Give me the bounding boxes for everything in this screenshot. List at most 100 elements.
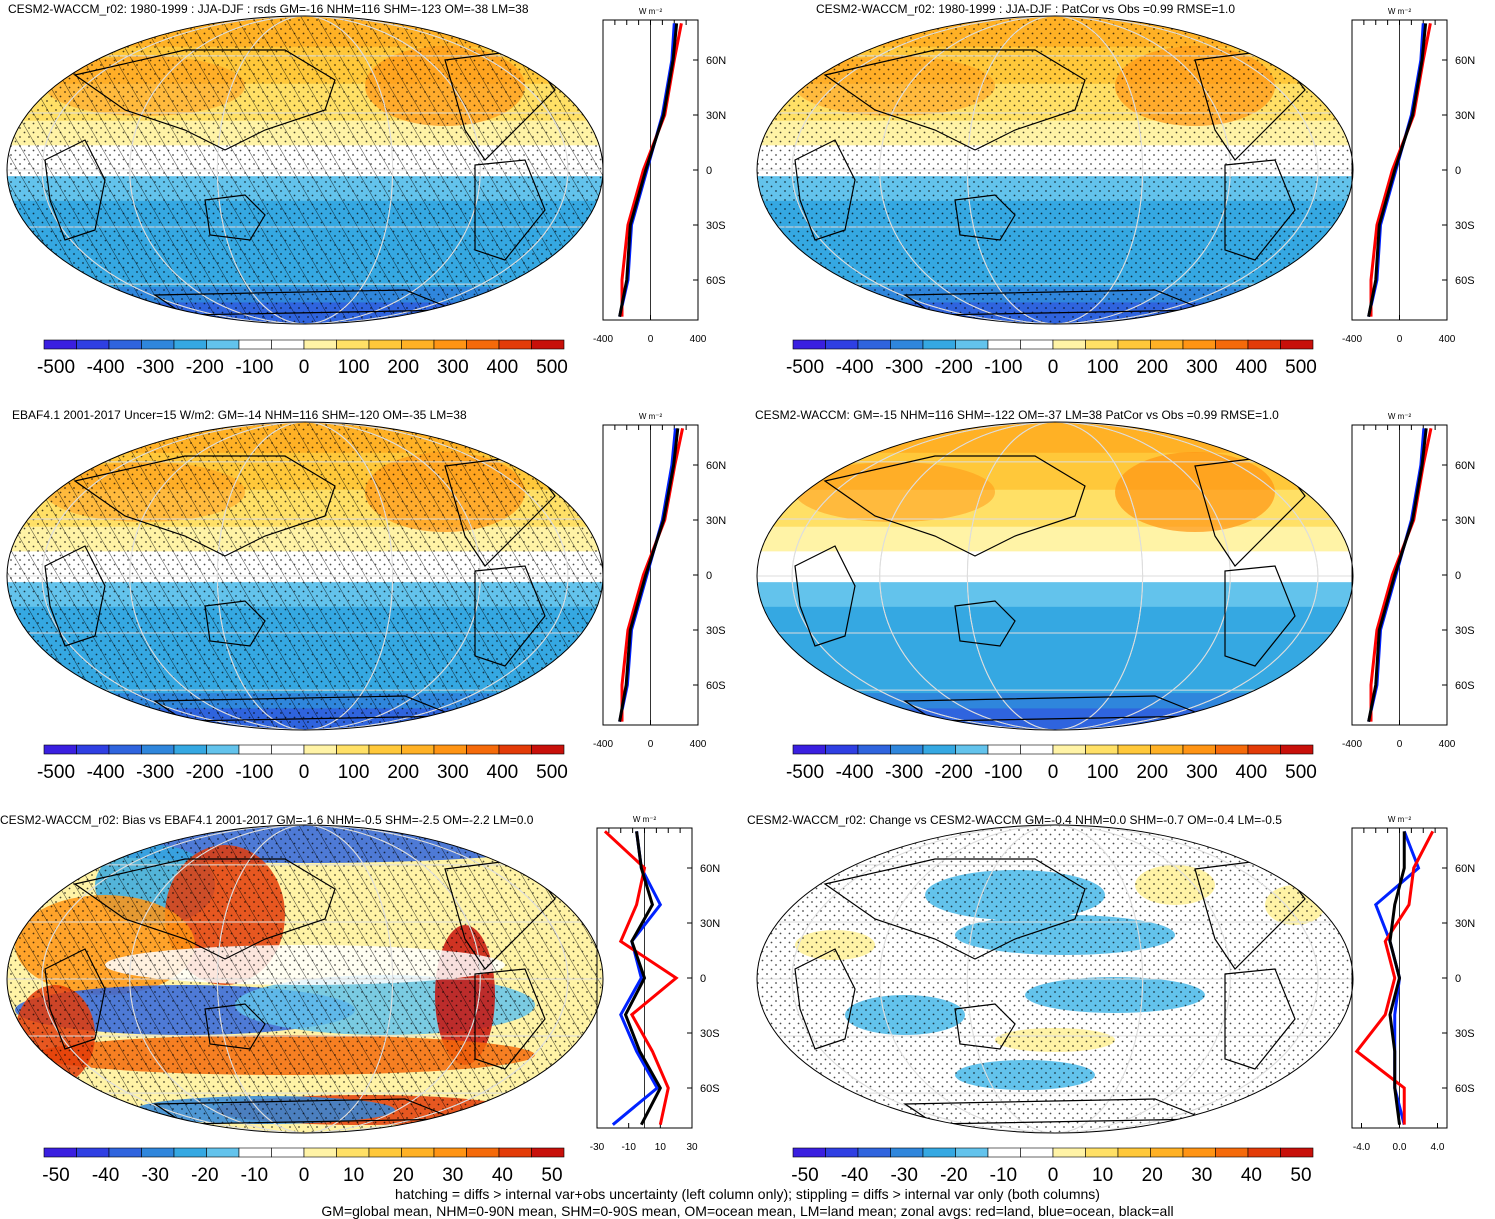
colorbar-cell xyxy=(825,1147,859,1158)
colorbar-cell xyxy=(890,339,924,350)
colorbar-cell xyxy=(792,339,826,350)
unit-label: W m⁻² xyxy=(1388,412,1412,421)
zonal-mean-plot: 60N 30N 0 30S 60S W m⁻² -400 0 400 xyxy=(1342,7,1475,345)
field-band xyxy=(757,693,1353,710)
x-tick-label: -10 xyxy=(621,1142,636,1153)
colorbar-label: -500 xyxy=(37,357,75,378)
colorbar-label: 30 xyxy=(442,1165,463,1186)
colorbar-cell xyxy=(531,339,565,350)
panel-title: CESM2-WACCM_r02: 1980-1999 : JJA-DJF : r… xyxy=(8,2,529,16)
colorbar-label: -20 xyxy=(940,1165,967,1186)
colorbar-label: 200 xyxy=(1136,762,1168,783)
colorbar-cell xyxy=(303,339,337,350)
colorbar-label: -40 xyxy=(841,1165,868,1186)
colorbar-label: 0 xyxy=(299,1165,310,1186)
colorbar-cell xyxy=(1182,339,1216,350)
coastline xyxy=(73,455,336,557)
colorbar-label: 20 xyxy=(1142,1165,1163,1186)
colorbar-label: 400 xyxy=(1236,357,1268,378)
colorbar-label: 500 xyxy=(536,762,568,783)
colorbar-label: -50 xyxy=(791,1165,818,1186)
colorbar-label: -400 xyxy=(836,762,874,783)
colorbar-cell xyxy=(271,339,305,350)
coastline xyxy=(44,545,106,647)
colorbar-cell xyxy=(857,339,891,350)
coastline xyxy=(44,948,106,1050)
lat-tick-label: 60N xyxy=(706,460,726,472)
field-band xyxy=(757,422,1353,454)
colorbar-label: 300 xyxy=(437,762,469,783)
colorbar-label: -100 xyxy=(984,357,1022,378)
coastline xyxy=(823,455,1086,557)
x-tick-label: 4.0 xyxy=(1431,1142,1445,1153)
colorbar-cell xyxy=(1280,744,1314,755)
colorbar-label: -400 xyxy=(87,762,125,783)
lat-tick-label: 0 xyxy=(706,570,712,582)
colorbar-label: 200 xyxy=(387,357,419,378)
lat-tick-label: 60S xyxy=(1455,275,1475,287)
colorbar-cell xyxy=(1247,744,1281,755)
coastline xyxy=(1224,968,1296,1070)
colorbar-cell xyxy=(76,339,110,350)
map-1 xyxy=(756,15,1354,325)
colorbar-cell xyxy=(792,744,826,755)
colorbar-cell xyxy=(1085,744,1119,755)
field-band xyxy=(757,582,1353,608)
lat-tick-label: 60S xyxy=(706,680,726,692)
colorbar-label: 0 xyxy=(1048,357,1059,378)
lat-tick-label: 30S xyxy=(1455,220,1475,232)
lat-tick-label: 30N xyxy=(1455,918,1475,930)
x-tick-label: 0 xyxy=(648,334,654,345)
x-tick-label: 0 xyxy=(1397,334,1403,345)
colorbar-label: -200 xyxy=(186,357,224,378)
colorbar-cell xyxy=(498,339,532,350)
coastline xyxy=(1224,565,1296,667)
colorbar-cell xyxy=(955,339,989,350)
colorbar-cell xyxy=(498,744,532,755)
colorbar-cell xyxy=(108,744,142,755)
colorbar-cell xyxy=(1182,1147,1216,1158)
colorbar-label: 500 xyxy=(1285,762,1317,783)
colorbar-cell xyxy=(368,744,402,755)
colorbar-cell xyxy=(1150,1147,1184,1158)
x-tick-label: -30 xyxy=(590,1142,605,1153)
colorbar-cell xyxy=(825,339,859,350)
colorbar: -500 -400 -300 -200 -100 0 100 200 300 400 500 xyxy=(786,744,1317,783)
x-tick-label: 400 xyxy=(690,739,707,750)
colorbar-cell xyxy=(108,339,142,350)
map-field xyxy=(7,422,603,730)
coastline xyxy=(73,858,336,960)
colorbar-cell xyxy=(890,744,924,755)
colorbar-cell xyxy=(76,1147,110,1158)
coastline xyxy=(474,565,546,667)
zonal-mean-plot: 60N 30N 0 30S 60S W m⁻² -400 0 400 xyxy=(1342,412,1475,750)
colorbar-cell xyxy=(498,1147,532,1158)
x-tick-label: -400 xyxy=(1342,739,1362,750)
zonal-mean-plot: 60N 30N 0 30S 60S W m⁻² -30 -10 10 30 xyxy=(590,815,720,1153)
colorbar-label: -300 xyxy=(885,357,923,378)
colorbar-label: -40 xyxy=(92,1165,119,1186)
zonal-series-land xyxy=(1354,830,1435,1125)
map-field xyxy=(757,825,1353,1133)
colorbar-cell xyxy=(108,1147,142,1158)
colorbar-cell xyxy=(987,744,1021,755)
field-band xyxy=(757,526,1353,553)
colorbar-label: -200 xyxy=(935,357,973,378)
colorbar-label: 400 xyxy=(1236,762,1268,783)
colorbar-label: -500 xyxy=(786,357,824,378)
map-4 xyxy=(6,824,604,1134)
colorbar-cell xyxy=(141,339,175,350)
colorbar-label: 0 xyxy=(299,357,310,378)
map-border xyxy=(756,421,1354,731)
colorbar-cell xyxy=(792,1147,826,1158)
colorbar-cell xyxy=(1215,744,1249,755)
coastline xyxy=(954,600,1016,647)
coastline xyxy=(794,545,856,647)
lat-tick-label: 30N xyxy=(1455,110,1475,122)
colorbar-label: -300 xyxy=(885,762,923,783)
colorbar-cell xyxy=(206,744,240,755)
colorbar-cell xyxy=(825,744,859,755)
colorbar-cell xyxy=(1020,1147,1054,1158)
coastline xyxy=(954,1003,1016,1050)
lat-tick-label: 30N xyxy=(1455,515,1475,527)
